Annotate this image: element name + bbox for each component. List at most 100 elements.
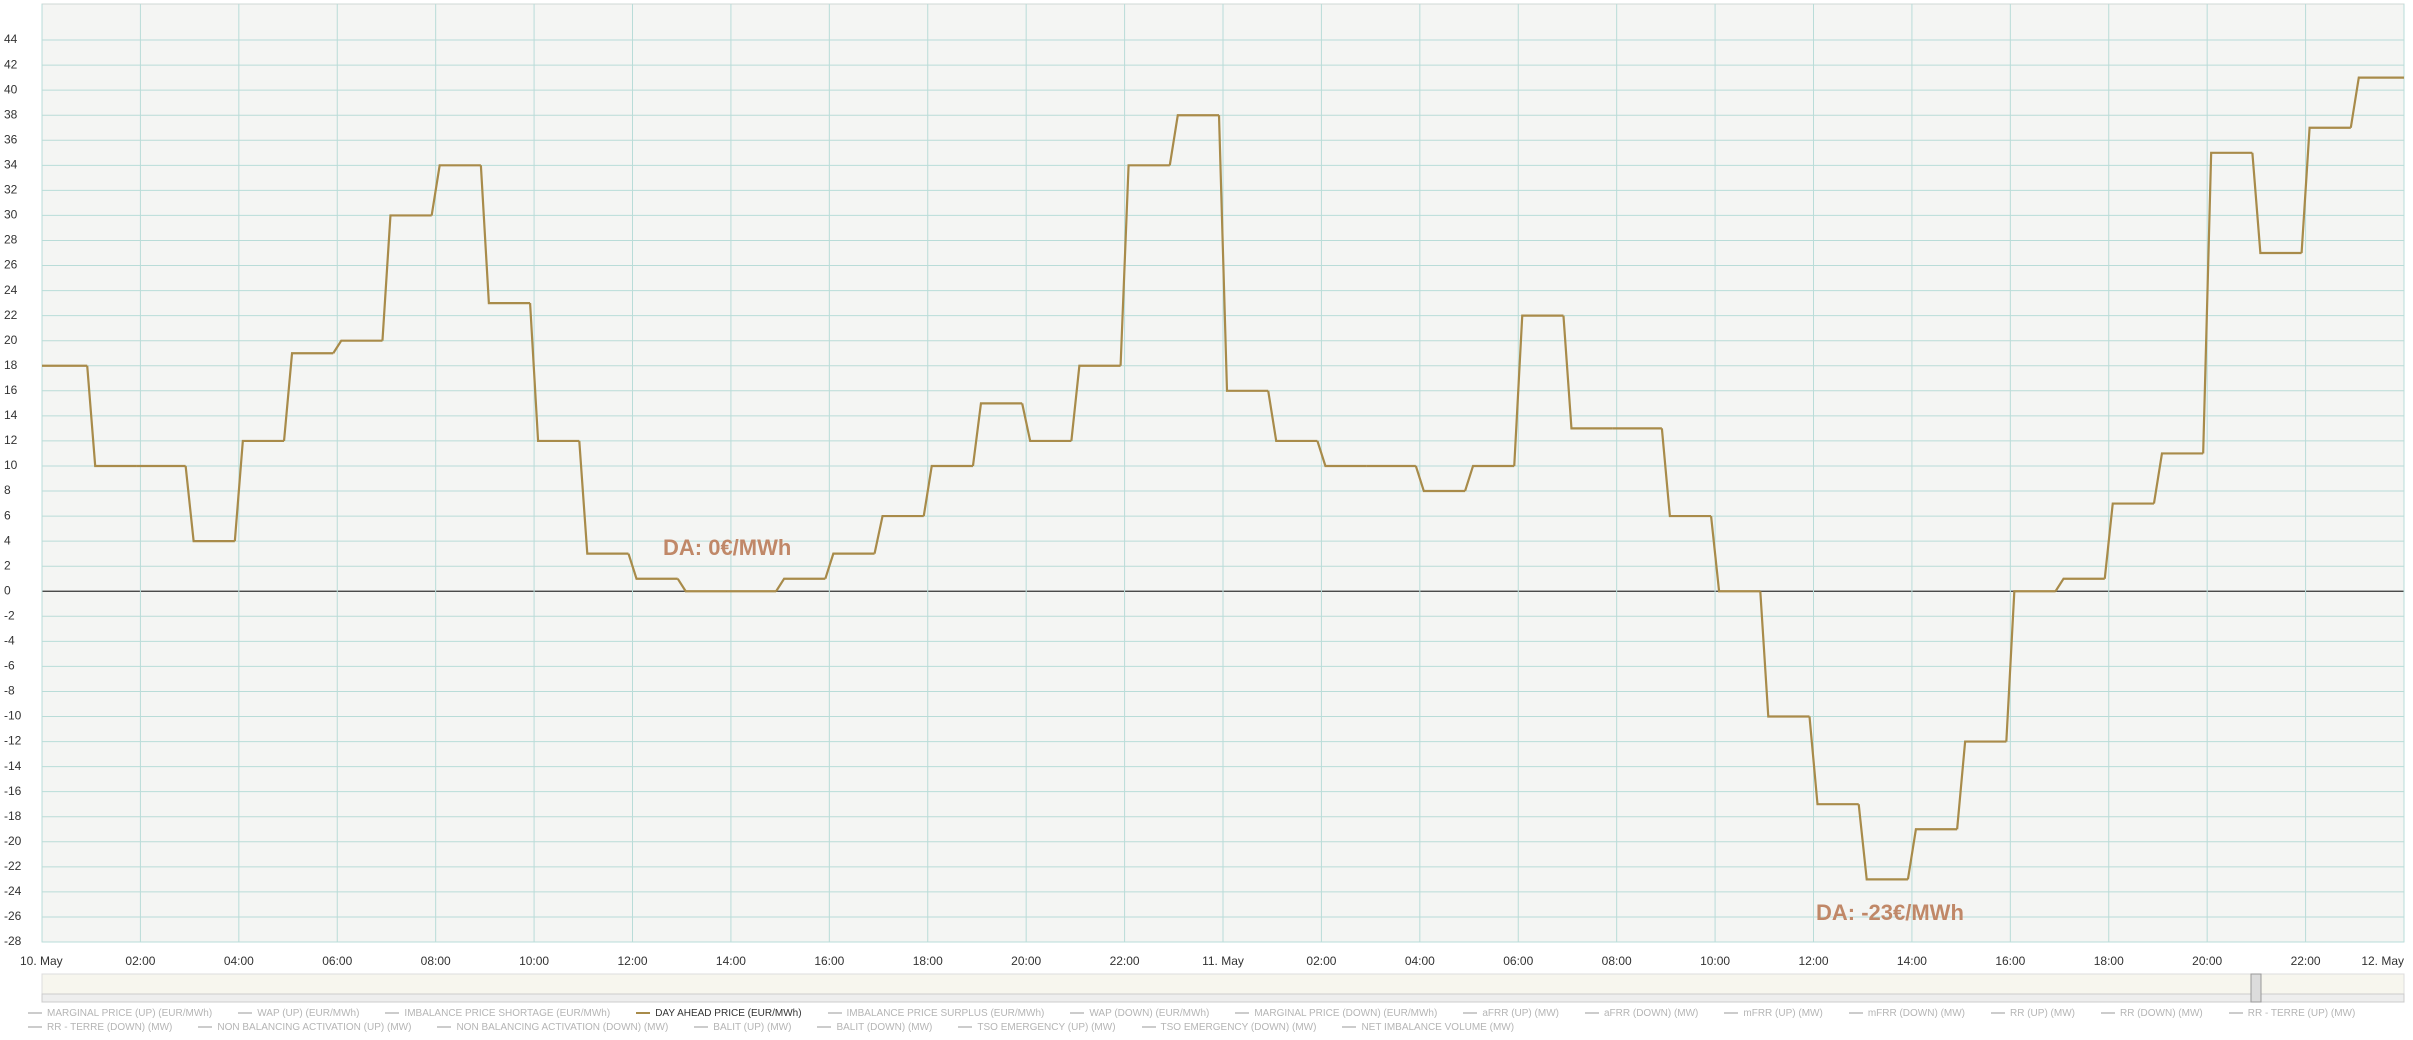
line-segment <box>2251 152 2302 255</box>
x-tick-label: 12:00 <box>617 954 647 968</box>
y-tick-label: -8 <box>4 684 15 698</box>
y-tick-label: -6 <box>4 659 15 673</box>
legend-item[interactable]: WAP (UP) (EUR/MWh) <box>238 1008 359 1019</box>
y-tick-label: 42 <box>4 57 18 71</box>
x-tick-label: 10:00 <box>519 954 549 968</box>
legend-swatch <box>1070 1012 1085 1015</box>
x-tick-label: 18:00 <box>2094 954 2124 968</box>
legend-label: NON BALANCING ACTIVATION (UP) (MW) <box>217 1022 412 1033</box>
legend-item[interactable]: RR - TERRE (DOWN) (MW) <box>28 1022 172 1033</box>
y-tick-label: 28 <box>4 233 18 247</box>
line-segment <box>775 577 826 592</box>
line-segment <box>676 578 727 593</box>
legend-label: mFRR (UP) (MW) <box>1743 1008 1823 1019</box>
x-tick-label: 20:00 <box>2192 954 2222 968</box>
y-tick-label: 8 <box>4 483 11 497</box>
line-segment <box>1217 115 1269 392</box>
line-segment <box>2349 76 2404 128</box>
legend-swatch <box>1724 1012 1739 1015</box>
x-tick-label: 20:00 <box>1011 954 1041 968</box>
legend-item[interactable]: DAY AHEAD PRICE (EUR/MWh) <box>636 1008 802 1019</box>
legend-swatch <box>2100 1012 2115 1015</box>
legend-swatch <box>1235 1012 1250 1015</box>
legend-item[interactable]: TSO EMERGENCY (DOWN) (MW) <box>1141 1022 1317 1033</box>
y-tick-label: 22 <box>4 308 18 322</box>
legend-swatch <box>1463 1012 1478 1015</box>
y-tick-label: 34 <box>4 157 18 171</box>
line-segment <box>2005 590 2056 742</box>
line-segment <box>873 514 924 554</box>
legend-label: NET IMBALANCE VOLUME (MW) <box>1361 1022 1515 1033</box>
line-segment <box>528 303 580 443</box>
legend-label: RR (UP) (MW) <box>2010 1008 2075 1019</box>
legend-label: WAP (UP) (EUR/MWh) <box>257 1008 360 1019</box>
y-tick-label: -18 <box>4 809 22 823</box>
x-tick-label: 08:00 <box>1602 954 1632 968</box>
legend-swatch <box>238 1012 253 1015</box>
legend-item[interactable]: NON BALANCING ACTIVATION (UP) (MW) <box>198 1022 411 1033</box>
y-tick-label: -24 <box>4 884 22 898</box>
line-segment <box>1463 464 1515 492</box>
legend-swatch <box>1848 1012 1863 1015</box>
legend-item[interactable]: aFRR (UP) (MW) <box>1463 1008 1559 1019</box>
legend-label: TSO EMERGENCY (DOWN) (MW) <box>1160 1022 1317 1033</box>
legend-swatch <box>694 1026 709 1029</box>
line-segment <box>1267 390 1318 443</box>
legend-item[interactable]: mFRR (UP) (MW) <box>1724 1008 1823 1019</box>
legend-label: DAY AHEAD PRICE (EUR/MWh) <box>655 1008 802 1019</box>
line-segment <box>922 464 973 517</box>
y-tick-label: 6 <box>4 508 11 522</box>
legend-item[interactable]: NON BALANCING ACTIVATION (DOWN) (MW) <box>437 1022 668 1033</box>
x-tick-label: 06:00 <box>322 954 352 968</box>
legend-swatch <box>636 1012 651 1015</box>
x-tick-label: 10:00 <box>1700 954 1730 968</box>
legend-item[interactable]: MARGINAL PRICE (DOWN) (EUR/MWh) <box>1235 1008 1437 1019</box>
line-segment <box>1808 716 1859 806</box>
line-segment <box>1857 804 1908 881</box>
y-tick-label: 18 <box>4 358 18 372</box>
legend-label: aFRR (DOWN) (MW) <box>1603 1008 1699 1019</box>
navigator[interactable] <box>41 973 2405 995</box>
legend-swatch <box>827 1012 842 1015</box>
legend-item[interactable]: BALIT (DOWN) (MW) <box>817 1022 932 1033</box>
x-tick-label: 16:00 <box>814 954 844 968</box>
legend-item[interactable]: MARGINAL PRICE (UP) (EUR/MWh) <box>28 1008 212 1019</box>
grid <box>41 4 2405 943</box>
y-tick-label: 32 <box>4 183 18 197</box>
y-tick-label: 36 <box>4 132 18 146</box>
y-tick-label: 10 <box>4 458 18 472</box>
line-segment <box>1168 114 1219 166</box>
legend-item[interactable]: BALIT (UP) (MW) <box>694 1022 791 1033</box>
legend-item[interactable]: IMBALANCE PRICE SHORTAGE (EUR/MWh) <box>385 1008 610 1019</box>
legend-label: RR - TERRE (DOWN) (MW) <box>47 1022 173 1033</box>
legend-item[interactable]: WAP (DOWN) (EUR/MWh) <box>1070 1008 1209 1019</box>
x-tick-label: 04:00 <box>224 954 254 968</box>
legend-item[interactable]: RR - TERRE (UP) (MW) <box>2228 1008 2355 1019</box>
legend-label: MARGINAL PRICE (DOWN) (EUR/MWh) <box>1254 1008 1438 1019</box>
legend-item[interactable]: RR (DOWN) (MW) <box>2100 1008 2203 1019</box>
legend-label: IMBALANCE PRICE SHORTAGE (EUR/MWh) <box>404 1008 611 1019</box>
legend-item[interactable]: RR (UP) (MW) <box>1991 1008 2075 1019</box>
line-segment <box>2300 126 2351 254</box>
y-tick-label: 12 <box>4 433 18 447</box>
legend-item[interactable]: IMBALANCE PRICE SURPLUS (EUR/MWh) <box>827 1008 1044 1019</box>
legend-label: aFRR (UP) (MW) <box>1482 1008 1559 1019</box>
legend-item[interactable]: TSO EMERGENCY (UP) (MW) <box>958 1022 1116 1033</box>
legend-item[interactable]: mFRR (DOWN) (MW) <box>1848 1008 1965 1019</box>
y-tick-label: -28 <box>4 934 22 948</box>
legend-label: RR (DOWN) (MW) <box>2119 1008 2203 1019</box>
legend-item[interactable]: NET IMBALANCE VOLUME (MW) <box>1342 1022 1514 1033</box>
navigator-handle[interactable] <box>2250 973 2262 1003</box>
line-segment <box>1562 315 1613 430</box>
x-tick-label: 12:00 <box>1798 954 1828 968</box>
y-tick-label: -10 <box>4 709 22 723</box>
line-segment <box>184 465 235 543</box>
chart: -28-26-24-22-20-18-16-14-12-10-8-6-4-202… <box>4 3 2405 1003</box>
y-tick-label: 30 <box>4 208 18 222</box>
line-segment <box>332 339 383 354</box>
legend-item[interactable]: aFRR (DOWN) (MW) <box>1584 1008 1699 1019</box>
x-tick-label: 18:00 <box>913 954 943 968</box>
line-segment <box>1316 440 1367 468</box>
scrollbar[interactable] <box>41 993 2405 1003</box>
